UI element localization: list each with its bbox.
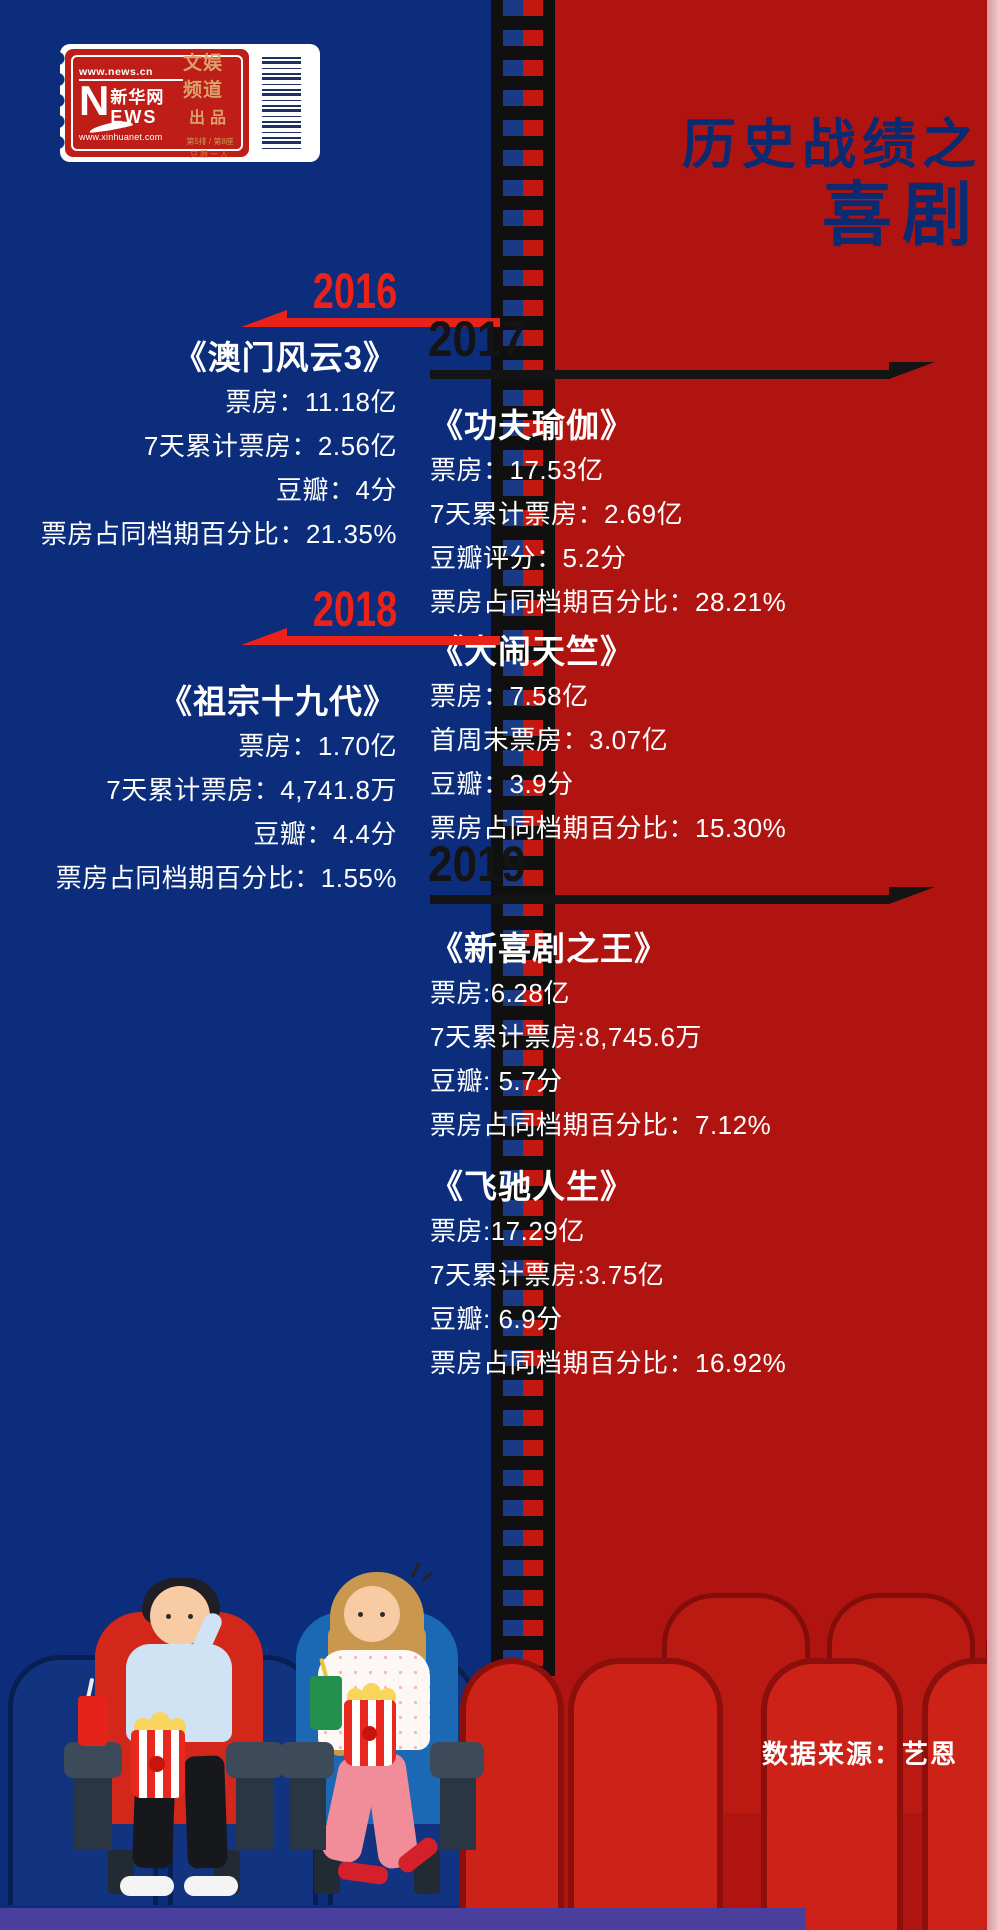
movie-block-2018-1: 《祖宗十九代》 票房：1.70亿 7天累计票房：4,741.8万 豆瓣：4.4分… <box>56 680 397 900</box>
stat-line: 7天累计票房:8,745.6万 <box>430 1022 702 1052</box>
arrow-left-icon-2016 <box>241 310 500 327</box>
popcorn-bucket-logo <box>362 1726 377 1741</box>
year-label-2016: 2016 <box>312 263 397 319</box>
logo-brand-cn: 新华网 <box>110 88 165 107</box>
right-edge-strip <box>987 0 1000 1930</box>
xinhuanet-ticket-logo: www.news.cn N 新华网 EWS www.xinhuanet.com … <box>58 44 320 162</box>
man-shoe <box>120 1876 174 1896</box>
stat-line: 票房：11.18亿 <box>225 387 397 417</box>
movie-block-2019-1: 《新喜剧之王》 票房:6.28亿 7天累计票房:8,745.6万 豆瓣: 5.7… <box>430 927 771 1147</box>
stat-line: 票房:6.28亿 <box>430 978 570 1008</box>
stat-line: 7天累计票房:3.75亿 <box>430 1260 665 1290</box>
stat-line: 豆瓣: 5.7分 <box>430 1066 563 1096</box>
movie-block-2017-1: 《功夫瑜伽》 票房：17.53亿 7天累计票房：2.69亿 豆瓣评分：5.2分 … <box>430 404 786 624</box>
armrest <box>226 1742 284 1778</box>
laugh-sparkle <box>421 1571 434 1582</box>
stat-line: 豆瓣评分：5.2分 <box>430 543 627 573</box>
logo-channel: 文娱频道 <box>183 53 224 101</box>
stat-line: 票房：17.53亿 <box>430 455 604 485</box>
man-leg <box>184 1755 228 1869</box>
stat-line: 票房：7.58亿 <box>430 681 589 711</box>
poster-title: 历史战绩之 喜剧 <box>682 115 982 255</box>
logo-channel-block: 文娱频道 出品 第5排 / 第8座 只限一人 <box>183 53 237 159</box>
year-label-2019: 2019 <box>428 836 526 892</box>
logo-url-top: www.news.cn <box>79 66 183 81</box>
laugh-sparkle <box>410 1562 421 1578</box>
cinema-floor <box>0 1908 806 1930</box>
year-label-2018: 2018 <box>312 581 397 637</box>
arrow-right-icon-2017 <box>430 362 935 379</box>
red-seat-back <box>568 1658 723 1930</box>
cola-cup-icon <box>78 1696 108 1746</box>
stat-line: 豆瓣：3.9分 <box>430 769 574 799</box>
movie-block-2017-2: 《大闹天竺》 票房：7.58亿 首周末票房：3.07亿 豆瓣：3.9分 票房占同… <box>430 630 786 850</box>
red-seat-back <box>460 1658 564 1930</box>
stat-line: 票房:17.29亿 <box>430 1216 585 1246</box>
stat-line: 首周末票房：3.07亿 <box>430 725 669 755</box>
movie-title: 《新喜剧之王》 <box>430 930 668 967</box>
stat-line: 7天累计票房：2.56亿 <box>143 431 397 461</box>
logo-produced-by: 出品 <box>188 110 231 127</box>
logo-seat-info: 第5排 / 第8座 <box>186 137 234 146</box>
barcode-icon <box>253 49 315 157</box>
stat-line: 票房：1.70亿 <box>238 731 397 761</box>
stat-line: 票房占同档期百分比：21.35% <box>40 519 397 549</box>
movie-title: 《祖宗十九代》 <box>159 683 397 720</box>
poster-title-line2: 喜剧 <box>822 176 982 255</box>
armrest-support <box>74 1776 112 1850</box>
logo-admission: 只限一人 <box>190 150 230 159</box>
stat-line: 票房占同档期百分比：7.12% <box>430 1110 772 1140</box>
popcorn-piece <box>150 1712 170 1732</box>
woman-eye <box>358 1612 363 1617</box>
movie-block-2019-2: 《飞驰人生》 票房:17.29亿 7天累计票房:3.75亿 豆瓣: 6.9分 票… <box>430 1165 786 1385</box>
armrest-support <box>290 1776 326 1850</box>
arrow-left-icon-2018 <box>241 628 500 645</box>
movie-title: 《飞驰人生》 <box>430 1168 634 1205</box>
film-strip-icon <box>491 0 555 1676</box>
ticket-red-body: www.news.cn N 新华网 EWS www.xinhuanet.com … <box>65 49 249 159</box>
stat-line: 票房占同档期百分比：28.21% <box>430 587 787 617</box>
poster-title-line1: 历史战绩之 <box>682 115 982 175</box>
logo-url-bottom: www.xinhuanet.com <box>79 132 163 142</box>
stat-line: 票房占同档期百分比：15.30% <box>430 813 787 843</box>
woman-eye <box>380 1612 385 1617</box>
logo-brand-block: www.news.cn N 新华网 EWS www.xinhuanet.com <box>79 63 183 145</box>
logo-letter-n: N <box>79 77 110 124</box>
cinema-illustration <box>0 1560 1000 1930</box>
popcorn-piece <box>362 1683 381 1702</box>
armrest <box>64 1742 122 1778</box>
stat-line: 豆瓣：4.4分 <box>253 819 397 849</box>
arrow-right-icon-2019 <box>430 887 935 904</box>
stat-line: 7天累计票房：4,741.8万 <box>106 775 397 805</box>
stat-line: 票房占同档期百分比：1.55% <box>55 863 397 893</box>
woman-hand <box>366 1620 388 1636</box>
stat-line: 票房占同档期百分比：16.92% <box>430 1348 787 1378</box>
stat-line: 豆瓣: 6.9分 <box>430 1304 563 1334</box>
popcorn-bucket-logo <box>149 1756 165 1772</box>
man-eye <box>166 1614 171 1619</box>
armrest-support <box>236 1776 274 1850</box>
green-drink-icon <box>310 1676 342 1730</box>
movie-title: 《功夫瑜伽》 <box>430 407 634 444</box>
man-shoe <box>184 1876 238 1896</box>
armrest <box>280 1742 334 1778</box>
man-eye <box>188 1614 193 1619</box>
red-seat-back <box>761 1658 903 1930</box>
armrest <box>430 1742 484 1778</box>
stat-line: 7天累计票房：2.69亿 <box>430 499 684 529</box>
armrest-support <box>440 1776 476 1850</box>
data-source: 数据来源：艺恩 <box>761 1739 958 1769</box>
stat-line: 豆瓣：4分 <box>276 475 397 505</box>
movie-title: 《澳门风云3》 <box>173 339 397 376</box>
year-label-2017: 2017 <box>428 311 526 367</box>
movie-block-2016-1: 《澳门风云3》 票房：11.18亿 7天累计票房：2.56亿 豆瓣：4分 票房占… <box>41 336 397 556</box>
